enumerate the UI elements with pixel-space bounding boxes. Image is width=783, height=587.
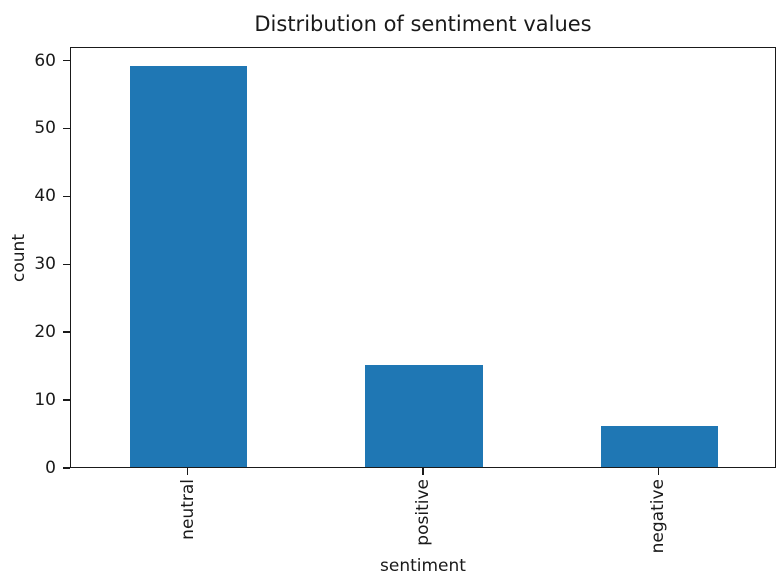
y-tick-mark-60 bbox=[63, 59, 70, 62]
y-tick-label-0: 0 bbox=[45, 458, 56, 478]
y-tick-mark-30 bbox=[63, 263, 70, 266]
x-tick-mark-negative bbox=[657, 468, 660, 475]
bar-negative bbox=[600, 426, 719, 467]
y-tick-mark-50 bbox=[63, 127, 70, 130]
y-tick-label-30: 30 bbox=[34, 254, 56, 275]
y-axis-label-box: count bbox=[7, 47, 31, 468]
y-tick-mark-0 bbox=[63, 467, 70, 469]
x-tick-label-neutral: neutral bbox=[177, 479, 198, 540]
x-tick-mark-neutral bbox=[186, 468, 189, 475]
x-tick-label-box-positive: positive bbox=[411, 479, 435, 546]
x-axis-label: sentiment bbox=[380, 556, 466, 576]
x-tick-label-negative: negative bbox=[648, 479, 669, 554]
plot-area bbox=[70, 47, 776, 468]
y-axis-label: count bbox=[9, 233, 29, 282]
x-tick-label-positive: positive bbox=[413, 479, 433, 546]
y-tick-mark-40 bbox=[63, 195, 70, 198]
y-tick-label-20: 20 bbox=[34, 322, 56, 343]
y-tick-label-60: 60 bbox=[34, 50, 56, 71]
bar-positive bbox=[365, 365, 483, 467]
chart-title: Distribution of sentiment values bbox=[254, 12, 592, 36]
y-tick-label-10: 10 bbox=[34, 390, 56, 411]
y-tick-mark-20 bbox=[63, 331, 70, 333]
x-tick-label-box-negative: negative bbox=[646, 479, 670, 553]
x-tick-label-box-neutral: neutral bbox=[176, 479, 200, 540]
y-tick-mark-10 bbox=[63, 399, 70, 401]
x-tick-mark-positive bbox=[422, 468, 424, 475]
y-tick-label-40: 40 bbox=[34, 186, 56, 207]
y-tick-label-50: 50 bbox=[34, 118, 56, 139]
bar-neutral bbox=[129, 66, 248, 467]
